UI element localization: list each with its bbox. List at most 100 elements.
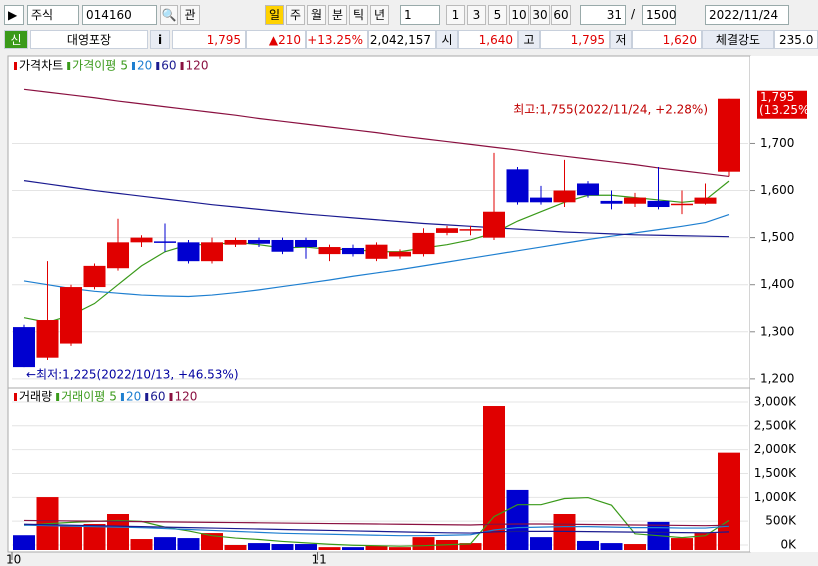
legend-entry: 120	[186, 59, 209, 73]
panel	[7, 55, 751, 553]
volume-bar	[412, 537, 435, 550]
volume-bar	[177, 538, 200, 550]
y-tick-label: 500K	[765, 514, 797, 528]
low-note: ←최저:1,225(2022/10/13, +46.53%)	[26, 368, 239, 382]
candle-body	[224, 239, 247, 245]
search-button[interactable]: 🔍	[160, 5, 178, 25]
period-button[interactable]: 년	[370, 5, 389, 25]
legend-entry: 20	[137, 59, 152, 73]
volume-bar	[389, 547, 411, 550]
y-tick-label: 1,700	[760, 136, 794, 150]
candle-body	[600, 200, 623, 204]
code-input[interactable]: 014160	[82, 5, 157, 25]
high-note: 최고:1,755(2022/11/24, +2.28%)	[513, 103, 708, 117]
y-tick-label: 1,000K	[754, 490, 797, 504]
candle-body	[342, 247, 364, 255]
volume-bar	[271, 544, 294, 550]
candle-body	[412, 232, 435, 255]
price-ma-line	[23, 88, 730, 178]
legend-entry: 20	[126, 390, 141, 404]
candle-body	[177, 242, 200, 262]
period-button[interactable]: 분	[328, 5, 347, 25]
legend-entry: 120	[175, 390, 198, 404]
y-tick-label: 1,600	[760, 183, 794, 197]
volume-bar	[483, 406, 505, 550]
last-price: 1,795	[760, 90, 794, 104]
volume-bar	[130, 539, 153, 550]
legend-ma: 가격이평	[72, 59, 116, 73]
volume-bar	[530, 537, 552, 550]
candle-body	[459, 229, 482, 231]
menu-icon[interactable]: ▶	[4, 5, 24, 25]
legend-swatch	[145, 393, 149, 401]
interval-button[interactable]: 10	[509, 5, 529, 25]
volume-bar	[506, 489, 529, 550]
volume-bar	[107, 514, 129, 550]
candle-body	[271, 239, 294, 252]
x-tick-label: 10	[6, 553, 21, 566]
legend-swatch	[180, 62, 184, 70]
total-input[interactable]: 1500	[642, 5, 677, 25]
period-button[interactable]: 일	[265, 5, 284, 25]
legend-entry: 5	[109, 390, 117, 404]
legend-swatch	[67, 62, 71, 70]
high: 1,795	[540, 30, 610, 49]
volume-bar	[342, 547, 364, 550]
volume-ma-line	[23, 524, 730, 537]
market-select[interactable]: 주식	[27, 5, 79, 25]
volume-bar	[365, 545, 388, 550]
legend-entry: 5	[120, 59, 128, 73]
last-price-box	[757, 90, 807, 119]
period-button[interactable]: 틱	[349, 5, 368, 25]
strength: 235.0	[774, 30, 818, 49]
y-tick-label: 1,200	[760, 371, 794, 385]
volume-bar	[577, 540, 599, 550]
open: 1,640	[458, 30, 518, 49]
interval-select[interactable]: 1	[400, 5, 440, 25]
candle-body	[295, 239, 317, 248]
price-ma-line	[23, 213, 730, 298]
candle-body	[107, 242, 129, 269]
candle-body	[436, 228, 458, 233]
volume-bar	[600, 543, 623, 550]
candle-body	[365, 244, 388, 259]
period-button[interactable]: 월	[307, 5, 326, 25]
interval-button[interactable]: 1	[446, 5, 465, 25]
volume-bar	[624, 544, 646, 550]
axis-area	[750, 56, 818, 552]
candle-body	[624, 197, 646, 204]
count-input[interactable]: 31	[580, 5, 626, 25]
info-button[interactable]: i	[150, 30, 170, 49]
date-input[interactable]: 2022/11/24	[705, 5, 789, 25]
candle-body	[647, 200, 670, 208]
candle-body	[154, 241, 176, 243]
interval-button[interactable]: 30	[530, 5, 550, 25]
interval-button[interactable]: 3	[467, 5, 486, 25]
legend-swatch	[56, 393, 60, 401]
candle-body	[694, 197, 717, 204]
volume-ma-line	[23, 519, 730, 527]
rate: +13.25%	[306, 30, 368, 49]
y-tick-label: 1,400	[760, 277, 794, 291]
interval-button[interactable]: 60	[551, 5, 571, 25]
volume: 2,042,157	[368, 30, 436, 49]
legend-swatch	[169, 393, 173, 401]
legend-entry: 60	[161, 59, 176, 73]
candle-body	[389, 251, 411, 257]
interval-button[interactable]: 5	[488, 5, 507, 25]
price: 1,795	[172, 30, 246, 49]
y-tick-label: 2,500K	[754, 418, 797, 432]
high-label: 고	[518, 30, 540, 49]
candle-body	[718, 98, 740, 172]
candle-body	[13, 327, 35, 368]
change: ▲210	[246, 30, 306, 49]
stock-name: 대영포장	[30, 30, 148, 49]
search-button[interactable]: 관	[180, 5, 200, 25]
y-tick-label: 3,000K	[754, 394, 797, 408]
volume-ma-line	[23, 523, 730, 534]
period-button[interactable]: 주	[286, 5, 305, 25]
legend-swatch	[156, 62, 160, 70]
volume-bar	[718, 452, 740, 550]
